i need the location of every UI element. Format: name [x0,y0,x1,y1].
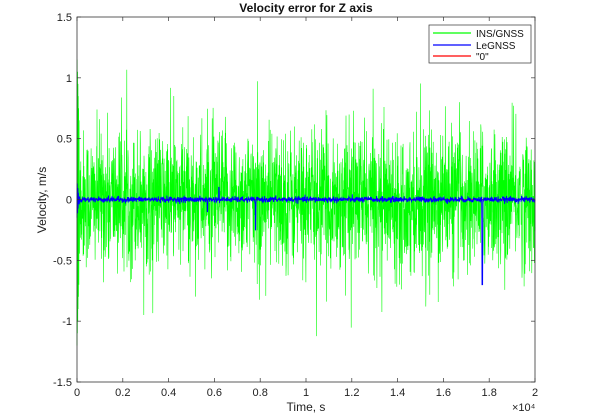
x-tick-label: 0 [74,387,80,399]
legend-box [428,24,532,64]
y-tick-label: 1 [66,73,72,85]
x-tick-label: 2 [532,387,538,399]
x-tick-label: 0.6 [207,387,222,399]
series-legnss [76,183,536,286]
x-tick-label: 1 [303,387,309,399]
y-tick-label: -1.5 [53,377,72,389]
y-axis-label: Velocity, m/s [35,167,49,233]
x-tick-label: 0.2 [115,387,130,399]
x-axis-ticks: 0 0.2 0.4 0.6 0.8 1 1.2 1.4 1.6 1.8 2 [74,17,538,399]
line-ins-gnss [76,59,536,346]
x-axis-label: Time, s [287,400,326,414]
y-axis-ticks: -1.5 -1 -0.5 0 0.5 1 1.5 [53,12,535,389]
y-tick-label: -1 [62,316,72,328]
y-tick-label: 0 [66,195,72,207]
legend-label-zero: "0" [476,52,489,63]
chart-title: Velocity error for Z axis [239,1,373,15]
legend-label-ins-gnss: INS/GNSS [476,29,524,40]
x-tick-label: 1.4 [390,387,405,399]
x-tick-label: 1.2 [344,387,359,399]
x-tick-label: 1.6 [436,387,451,399]
line-legnss [76,183,536,286]
series-ins-gnss [76,59,536,346]
y-tick-label: 0.5 [57,134,72,146]
legend: INS/GNSS LeGNSS "0" [428,24,532,64]
x-tick-label: 0.4 [161,387,176,399]
x-tick-label: 0.8 [253,387,268,399]
x-tick-label: 1.8 [482,387,497,399]
y-tick-label: -0.5 [53,255,72,267]
y-tick-label: 1.5 [57,12,72,24]
legend-label-legnss: LeGNSS [476,41,516,52]
x-axis-multiplier: ×10⁴ [512,402,536,414]
